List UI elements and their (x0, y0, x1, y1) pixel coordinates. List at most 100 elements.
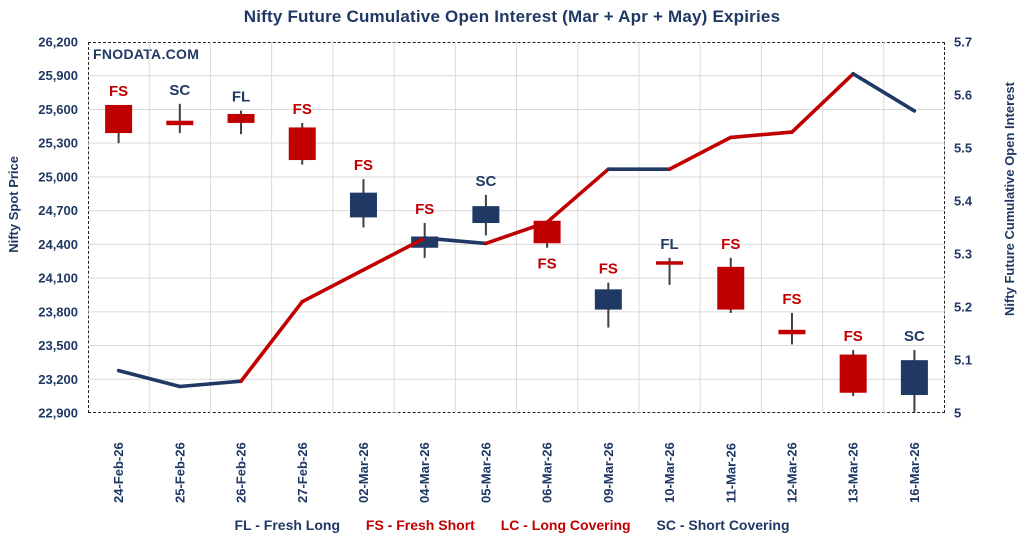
oi-line-segment (545, 167, 611, 224)
signal-label-13-Mar-26: FS (844, 328, 863, 345)
candle-body (411, 236, 439, 248)
price-tick: 26,200 (38, 35, 78, 50)
chart-title: Nifty Future Cumulative Open Interest (M… (243, 7, 781, 26)
right-axis-ticks: 5.7 5.6 5.5 5.4 5.3 5.2 5.1 5 (954, 35, 973, 421)
date-label: 11-Mar-26 (723, 443, 738, 503)
oi-line-segment (116, 368, 182, 389)
oi-line-segment (851, 71, 917, 113)
candle-25-Feb-26 (166, 103, 194, 134)
candle-body (288, 127, 316, 161)
price-tick: 25,000 (38, 169, 78, 184)
price-tick: 23,800 (38, 304, 78, 319)
price-tick: 25,600 (38, 102, 78, 117)
oi-line-segment (178, 379, 243, 389)
oi-tick: 5.6 (954, 88, 972, 103)
price-tick: 25,900 (38, 68, 78, 83)
legend-item-fresh-long: FL - Fresh Long (234, 517, 341, 533)
signal-labels: FS SC FL FS FS FS SC FS FS FL FS FS FS SC (109, 82, 925, 345)
price-tick: 22,900 (38, 406, 78, 421)
date-label: 26-Feb-26 (234, 442, 249, 503)
signal-label-02-Mar-26: FS (354, 157, 373, 174)
oi-tick: 5.7 (954, 35, 972, 50)
candle-13-Mar-26 (839, 350, 867, 397)
price-tick: 25,300 (38, 136, 78, 151)
price-tick: 23,200 (38, 372, 78, 387)
oi-line-segment (422, 236, 488, 246)
candle-26-Feb-26 (227, 110, 255, 135)
date-labels: 24-Feb-26 25-Feb-26 26-Feb-26 27-Feb-26 02-M… (111, 442, 922, 503)
candle-body (227, 113, 255, 123)
signal-label-10-Mar-26: FL (660, 236, 678, 253)
legend-item-long-covering: LC - Long Covering (500, 517, 631, 533)
oi-line-segment (239, 299, 305, 384)
candle-16-Mar-26 (900, 350, 928, 412)
signal-label-24-Feb-26: FS (109, 83, 128, 100)
signal-legend: FL - Fresh Long FS - Fresh Short LC - Lo… (0, 517, 1024, 533)
candle-body (105, 104, 133, 134)
date-label: 25-Feb-26 (172, 442, 187, 503)
gridlines (88, 42, 945, 413)
candles-group (105, 103, 928, 412)
oi-tick: 5.2 (954, 300, 972, 315)
signal-label-09-Mar-26: FS (599, 261, 618, 278)
signal-label-27-Feb-26: FS (293, 101, 312, 118)
oi-tick: 5.1 (954, 353, 972, 368)
signal-label-26-Feb-26: FL (232, 89, 250, 106)
candle-04-Mar-26 (411, 223, 439, 258)
candle-body (778, 329, 806, 335)
candle-body (349, 192, 377, 218)
oi-line-segment (300, 268, 366, 304)
date-label: 10-Mar-26 (662, 442, 677, 503)
signal-label-06-Mar-26: FS (538, 256, 557, 273)
oi-tick: 5 (954, 406, 961, 421)
candle-body (839, 354, 867, 393)
oi-line-segment (790, 71, 855, 134)
signal-label-05-Mar-26: SC (475, 173, 496, 190)
signal-label-12-Mar-26: FS (782, 291, 801, 308)
watermark: FNODATA.COM (93, 46, 200, 62)
candle-27-Feb-26 (288, 122, 316, 165)
candle-05-Mar-26 (472, 194, 500, 236)
signal-label-25-Feb-26: SC (169, 82, 190, 99)
date-label: 13-Mar-26 (846, 442, 861, 503)
date-label: 16-Mar-26 (907, 442, 922, 503)
candle-body (900, 360, 928, 396)
oi-line-segment (484, 220, 549, 246)
signal-label-16-Mar-26: SC (904, 328, 925, 345)
candle-body (472, 206, 500, 224)
signal-label-11-Mar-26: FS (721, 236, 740, 253)
date-label: 12-Mar-26 (784, 442, 799, 503)
oi-line (116, 71, 917, 389)
legend-item-short-covering: SC - Short Covering (656, 517, 790, 533)
signal-label-04-Mar-26: FS (415, 201, 434, 218)
candle-11-Mar-26 (717, 257, 745, 313)
oi-line-segment (667, 135, 733, 171)
price-tick: 24,700 (38, 203, 78, 218)
left-axis-ticks: 26,200 25,900 25,600 25,300 25,000 24,700 24,4… (38, 35, 78, 421)
price-tick: 24,400 (38, 237, 78, 252)
candle-09-Mar-26 (594, 282, 622, 328)
oi-tick: 5.5 (954, 141, 972, 156)
candle-body (656, 261, 684, 265)
oi-line-segment (361, 236, 427, 272)
candle-10-Mar-26 (656, 257, 684, 285)
price-tick: 24,100 (38, 271, 78, 286)
candle-body (166, 120, 194, 126)
date-label: 27-Feb-26 (295, 442, 310, 503)
price-tick: 23,500 (38, 338, 78, 353)
candle-02-Mar-26 (349, 179, 377, 228)
date-label: 09-Mar-26 (601, 442, 616, 503)
candle-body (717, 266, 745, 310)
plot-group: FS SC FL FS FS FS SC FS FS FL FS FS FS SC (88, 42, 945, 413)
date-label: 02-Mar-26 (356, 442, 371, 503)
candle-24-Feb-26 (105, 104, 133, 144)
date-label: 04-Mar-26 (417, 442, 432, 503)
oi-tick: 5.4 (954, 194, 973, 209)
candle-12-Mar-26 (778, 312, 806, 345)
legend-item-fresh-short: FS - Fresh Short (365, 517, 475, 533)
oi-line-segment (728, 130, 794, 140)
candle-body (594, 289, 622, 310)
date-label: 24-Feb-26 (111, 442, 126, 503)
